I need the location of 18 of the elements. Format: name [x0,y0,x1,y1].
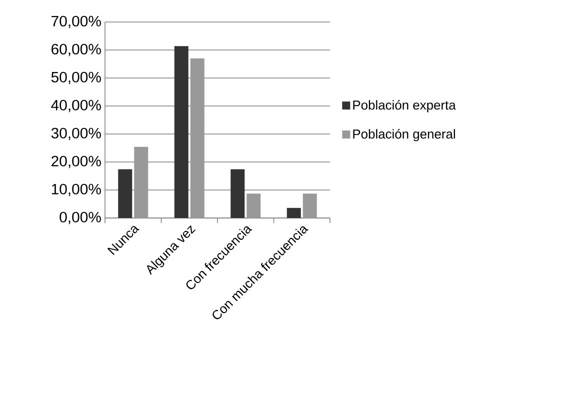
y-tick-label: 20,00% [52,156,101,168]
bar [134,146,148,218]
y-tick-label: 50,00% [51,72,101,84]
bar [190,58,204,218]
y-tick-label: 10,00% [52,184,101,196]
y-tick-label: 70,00% [52,16,101,28]
bar [286,208,301,218]
bar [246,194,261,218]
legend-label: Población experta [353,100,456,112]
y-tick-label: 0,00% [60,212,101,224]
bar [174,46,188,218]
y-tick-label: 40,00% [51,100,101,112]
legend-label: Población general [353,128,455,142]
y-tick-label: 60,00% [52,44,101,56]
bar [302,194,317,218]
bar [230,169,245,218]
bar [118,169,132,218]
y-tick-label: 30,00% [51,128,101,140]
